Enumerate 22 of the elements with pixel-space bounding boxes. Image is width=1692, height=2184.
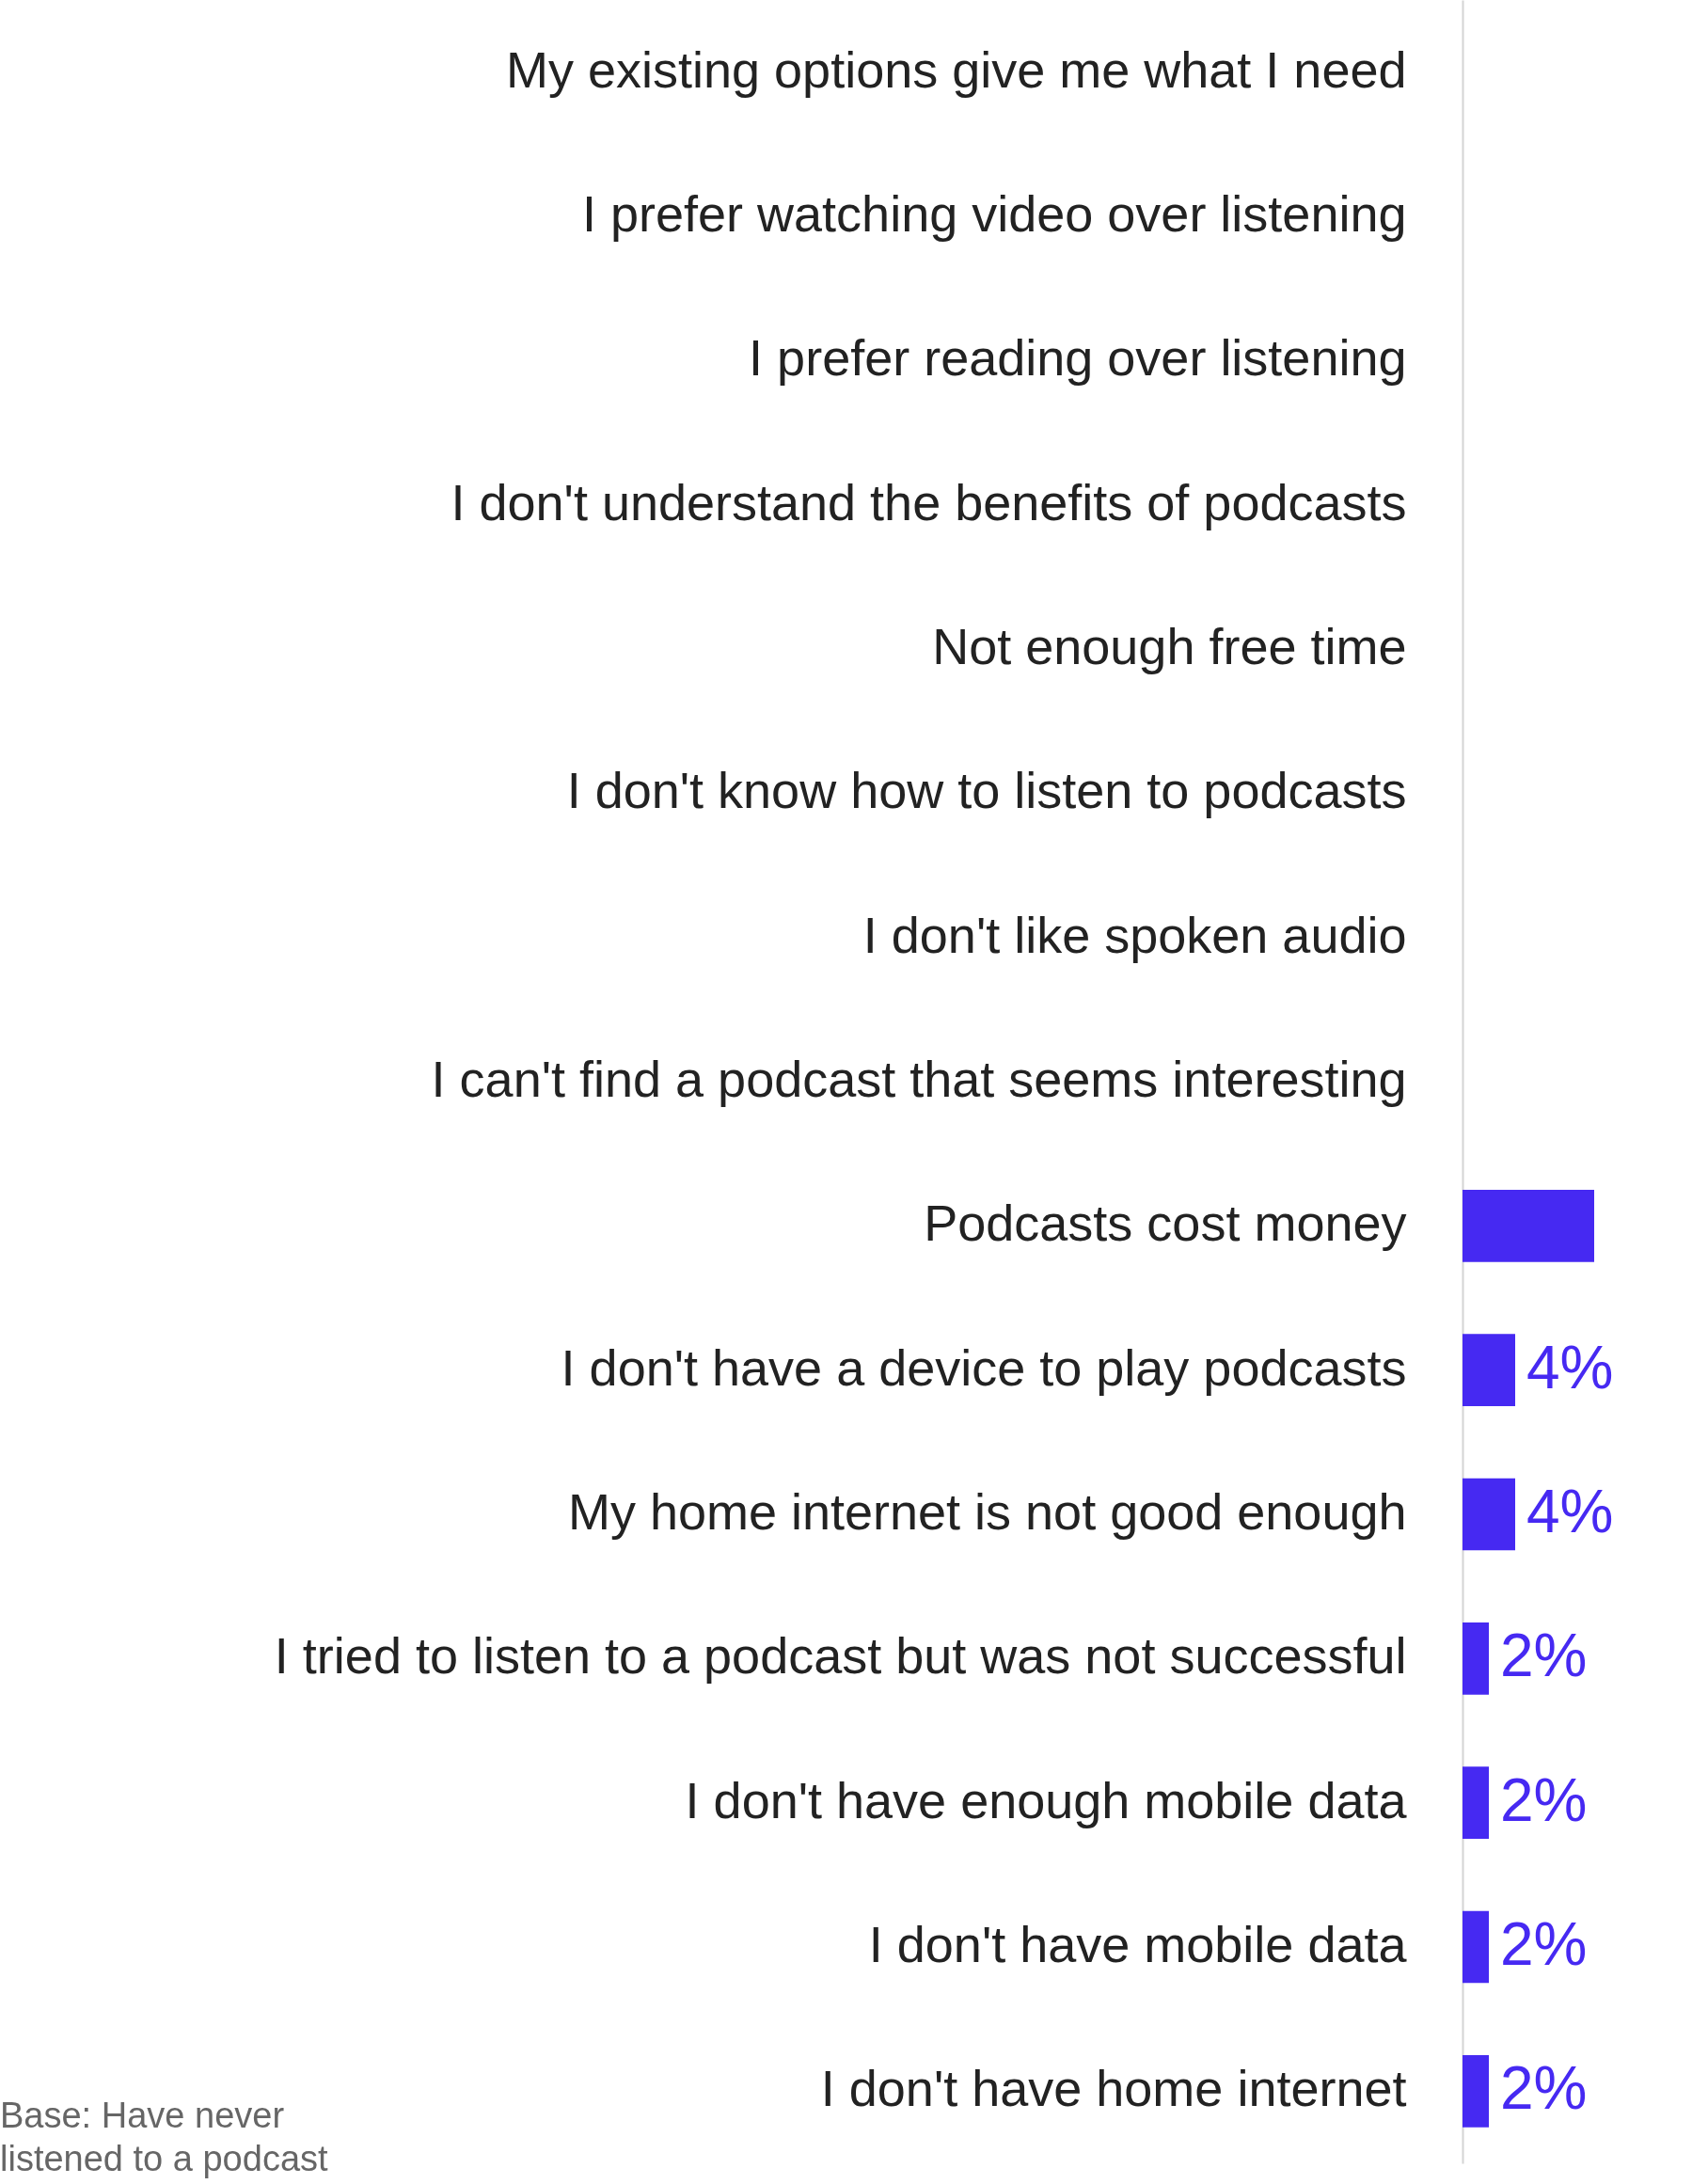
y-tick-label: Not enough free time [932, 618, 1407, 674]
y-tick-label: I don't know how to listen to podcasts [566, 762, 1407, 819]
data-label: 2% [1500, 2054, 1588, 2123]
y-tick-label: I prefer reading over listening [749, 329, 1407, 387]
data-label: 2% [1500, 1910, 1588, 1978]
y-tick-label: My home internet is not good enough [567, 1483, 1407, 1540]
data-label: 4% [1526, 1478, 1614, 1545]
y-tick-label: I don't like spoken audio [862, 906, 1407, 963]
y-tick-label: I don't have home internet [820, 2060, 1407, 2117]
y-tick-label: I don't understand the benefits of podcasts [451, 473, 1407, 530]
y-tick-label: I don't have a device to play podcasts [561, 1338, 1407, 1396]
data-label: 2% [1500, 1765, 1588, 1834]
y-tick-label: I don't have mobile data [868, 1916, 1408, 1972]
y-tick-label: I prefer watching video over listening [582, 185, 1407, 242]
data-label: 2% [1500, 1622, 1588, 1690]
data-label: 4% [1526, 1333, 1614, 1401]
y-tick-label: I tried to listen to a podcast but was not successful [274, 1627, 1407, 1685]
y-tick-label: I can't find a podcast that seems interesting [431, 1051, 1407, 1107]
y-tick-label: Podcasts cost money [924, 1195, 1407, 1252]
y-tick-label: I don't have enough mobile data [685, 1771, 1408, 1828]
y-tick-label: My existing options give me what I need [506, 40, 1407, 98]
text: Base: Have never listened to a podcast [0, 2096, 329, 2178]
